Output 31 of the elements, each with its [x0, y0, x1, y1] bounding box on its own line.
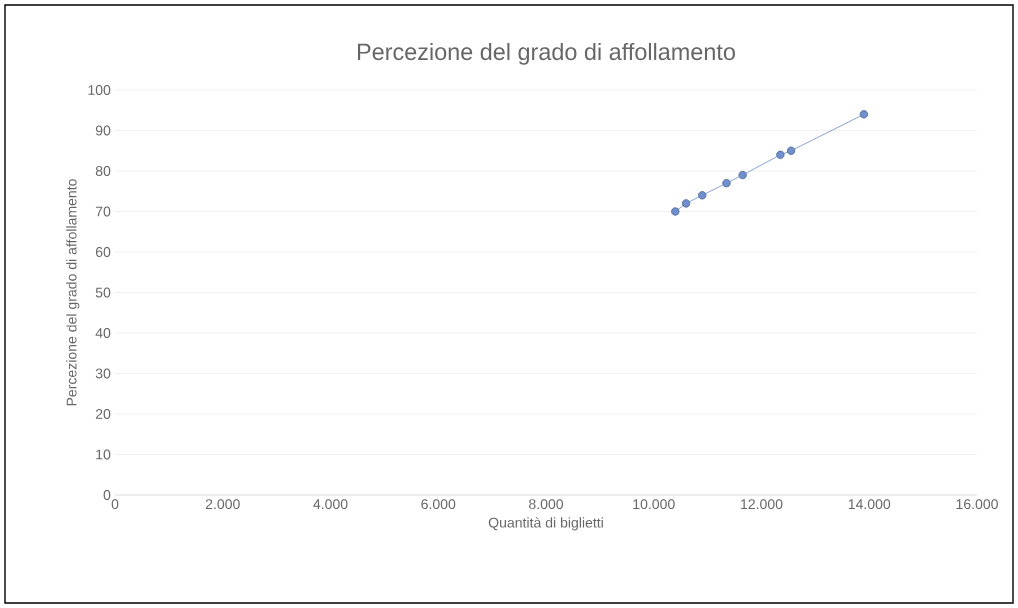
point: [681, 199, 691, 208]
y-tick-label: 40: [95, 328, 111, 338]
point: [738, 170, 747, 180]
x-tick-label: 2.000: [205, 499, 240, 510]
point: [671, 207, 680, 216]
x-tick-label: 0: [111, 499, 119, 510]
point: [722, 178, 731, 188]
chart-title: Percezione del grado di affollamento: [357, 42, 735, 65]
point: [786, 146, 796, 155]
point: [698, 191, 707, 200]
x-tick-label: 14.000: [848, 499, 891, 510]
x-tick-label: 16.000: [956, 499, 998, 510]
y-tick-label: 10: [96, 449, 111, 460]
x-tick-label: 6.000: [421, 499, 456, 510]
y-tick-label: 30: [95, 368, 111, 379]
y-tick-label: 50: [95, 287, 111, 298]
y-tick-label: 80: [95, 166, 111, 176]
point: [859, 110, 869, 119]
y-tick-label: 20: [95, 409, 111, 419]
y-tick-label: 90: [95, 125, 111, 136]
y-tick-label: 60: [95, 247, 111, 257]
y-axis-title: Percezione del grado di affollamento: [66, 179, 80, 406]
x-axis-title: Quantità di biglietti: [488, 517, 603, 531]
x-tick-label: 10.000: [633, 499, 675, 510]
y-tick-label: 0: [103, 490, 111, 500]
y-tick-label: 70: [95, 206, 111, 217]
x-tick-label: 12.000: [741, 499, 783, 510]
y-tick-label: 100: [88, 85, 111, 95]
x-tick-label: 4.000: [313, 499, 348, 510]
point: [776, 150, 785, 159]
x-tick-label: 8.000: [529, 499, 564, 510]
